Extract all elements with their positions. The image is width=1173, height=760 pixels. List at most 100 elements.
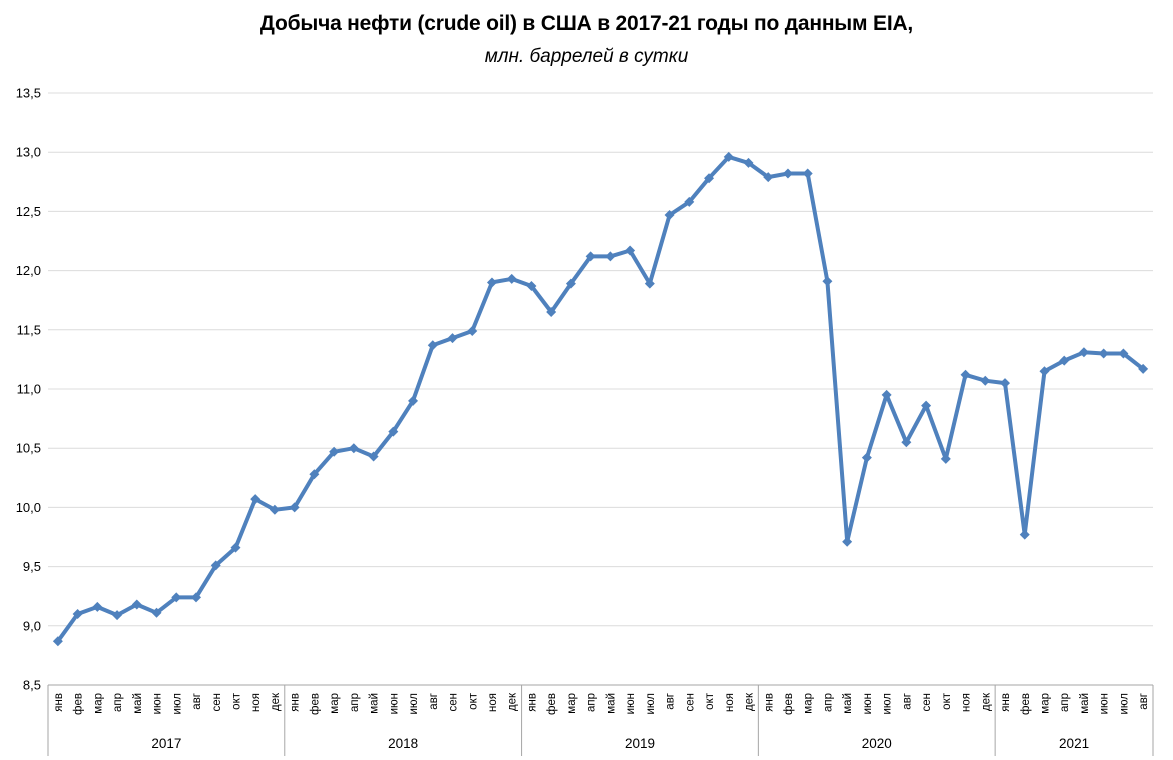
data-point-marker [289,502,300,513]
y-tick-label: 9,0 [23,618,41,633]
data-point-marker [309,469,320,480]
data-point-marker [684,196,695,207]
data-point-marker [565,278,576,289]
data-point-marker [940,453,951,464]
data-point-marker [960,369,971,380]
data-point-marker [861,452,872,463]
y-tick-label: 11,0 [17,382,41,397]
data-point-marker [506,273,517,284]
data-point-marker [625,245,636,256]
month-label: янв [526,693,538,712]
month-label: мар [803,693,815,714]
month-label: фев [309,693,321,715]
month-label: июл [645,693,657,715]
data-point-marker [664,209,675,220]
month-label: дек [507,692,519,711]
data-point-marker [743,157,754,168]
data-point-marker [1000,378,1011,389]
month-label: сен [684,693,696,712]
month-label: ноя [724,693,736,712]
data-point-marker [723,151,734,162]
month-label: авг [901,693,913,710]
month-label: авг [1138,693,1150,710]
month-label: сен [211,693,223,712]
y-tick-label: 9,5 [23,559,41,574]
month-label: июн [625,693,637,714]
chart-subtitle: млн. баррелей в сутки [484,46,689,67]
data-point-marker [644,278,655,289]
y-tick-label: 12,0 [16,263,41,278]
data-point-marker [763,172,774,183]
month-label: май [842,693,854,714]
month-label: дек [744,692,756,711]
month-label: ноя [961,693,973,712]
data-point-marker [1078,347,1089,358]
month-label: дек [980,692,992,711]
data-point-marker [546,307,557,318]
data-point-marker [92,601,103,612]
month-label: июн [152,693,164,714]
data-point-marker [151,607,162,618]
data-point-marker [1098,348,1109,359]
month-label: июн [1099,693,1111,714]
year-label: 2018 [388,736,418,751]
data-point-marker [112,610,123,621]
year-label: 2019 [625,736,655,751]
month-label: мар [566,693,578,714]
data-point-marker [1138,363,1149,374]
data-point-marker [52,636,63,647]
data-point-marker [467,325,478,336]
data-point-marker [526,280,537,291]
year-label: 2017 [151,736,181,751]
month-label: май [605,693,617,714]
month-label: окт [467,692,479,710]
data-point-marker [269,504,280,515]
month-label: янв [290,693,302,712]
data-point-marker [822,276,833,287]
data-point-marker [1118,348,1129,359]
data-point-marker [72,608,83,619]
month-label: сен [921,693,933,712]
month-label: май [369,693,381,714]
y-axis-labels: 8,5 9,0 9,5 10,0 10,5 11,0 11,5 12,0 12,5 13,0 13,… [16,86,41,693]
month-label: мар [1039,693,1051,714]
data-point-marker [1039,366,1050,377]
month-label: июн [862,693,874,714]
data-point-marker [881,389,892,400]
data-point-marker [802,168,813,179]
month-label: апр [112,693,124,712]
month-label: окт [230,692,242,710]
data-point-marker [329,446,340,457]
data-point-marker [348,443,359,454]
data-point-marker [230,542,241,553]
y-tick-label: 10,5 [16,441,41,456]
month-label: дек [270,692,282,711]
data-point-marker [842,536,853,547]
month-label: окт [941,692,953,710]
year-label: 2020 [862,736,892,751]
month-label: апр [349,693,361,712]
data-point-marker [190,592,201,603]
month-label: фев [546,693,558,715]
data-point-marker [585,251,596,262]
month-label: май [1079,693,1091,714]
month-label: май [132,693,144,714]
data-point-marker [704,173,715,184]
data-point-marker [131,599,142,610]
month-label: июл [882,693,894,715]
month-label: янв [53,693,65,712]
month-label: мар [329,693,341,714]
month-label: окт [704,692,716,710]
month-label: фев [1020,693,1032,715]
data-point-marker [388,426,399,437]
data-point-marker [368,451,379,462]
data-point-marker [605,251,616,262]
month-label: фев [73,693,85,715]
month-label: янв [763,693,775,712]
data-point-marker [408,395,419,406]
y-tick-label: 10,0 [16,500,41,515]
month-label: апр [822,693,834,712]
month-label: апр [586,693,598,712]
x-axis-labels: янв фев мар апр май июн июл авг сен окт ноя дек2017… [53,692,1150,751]
